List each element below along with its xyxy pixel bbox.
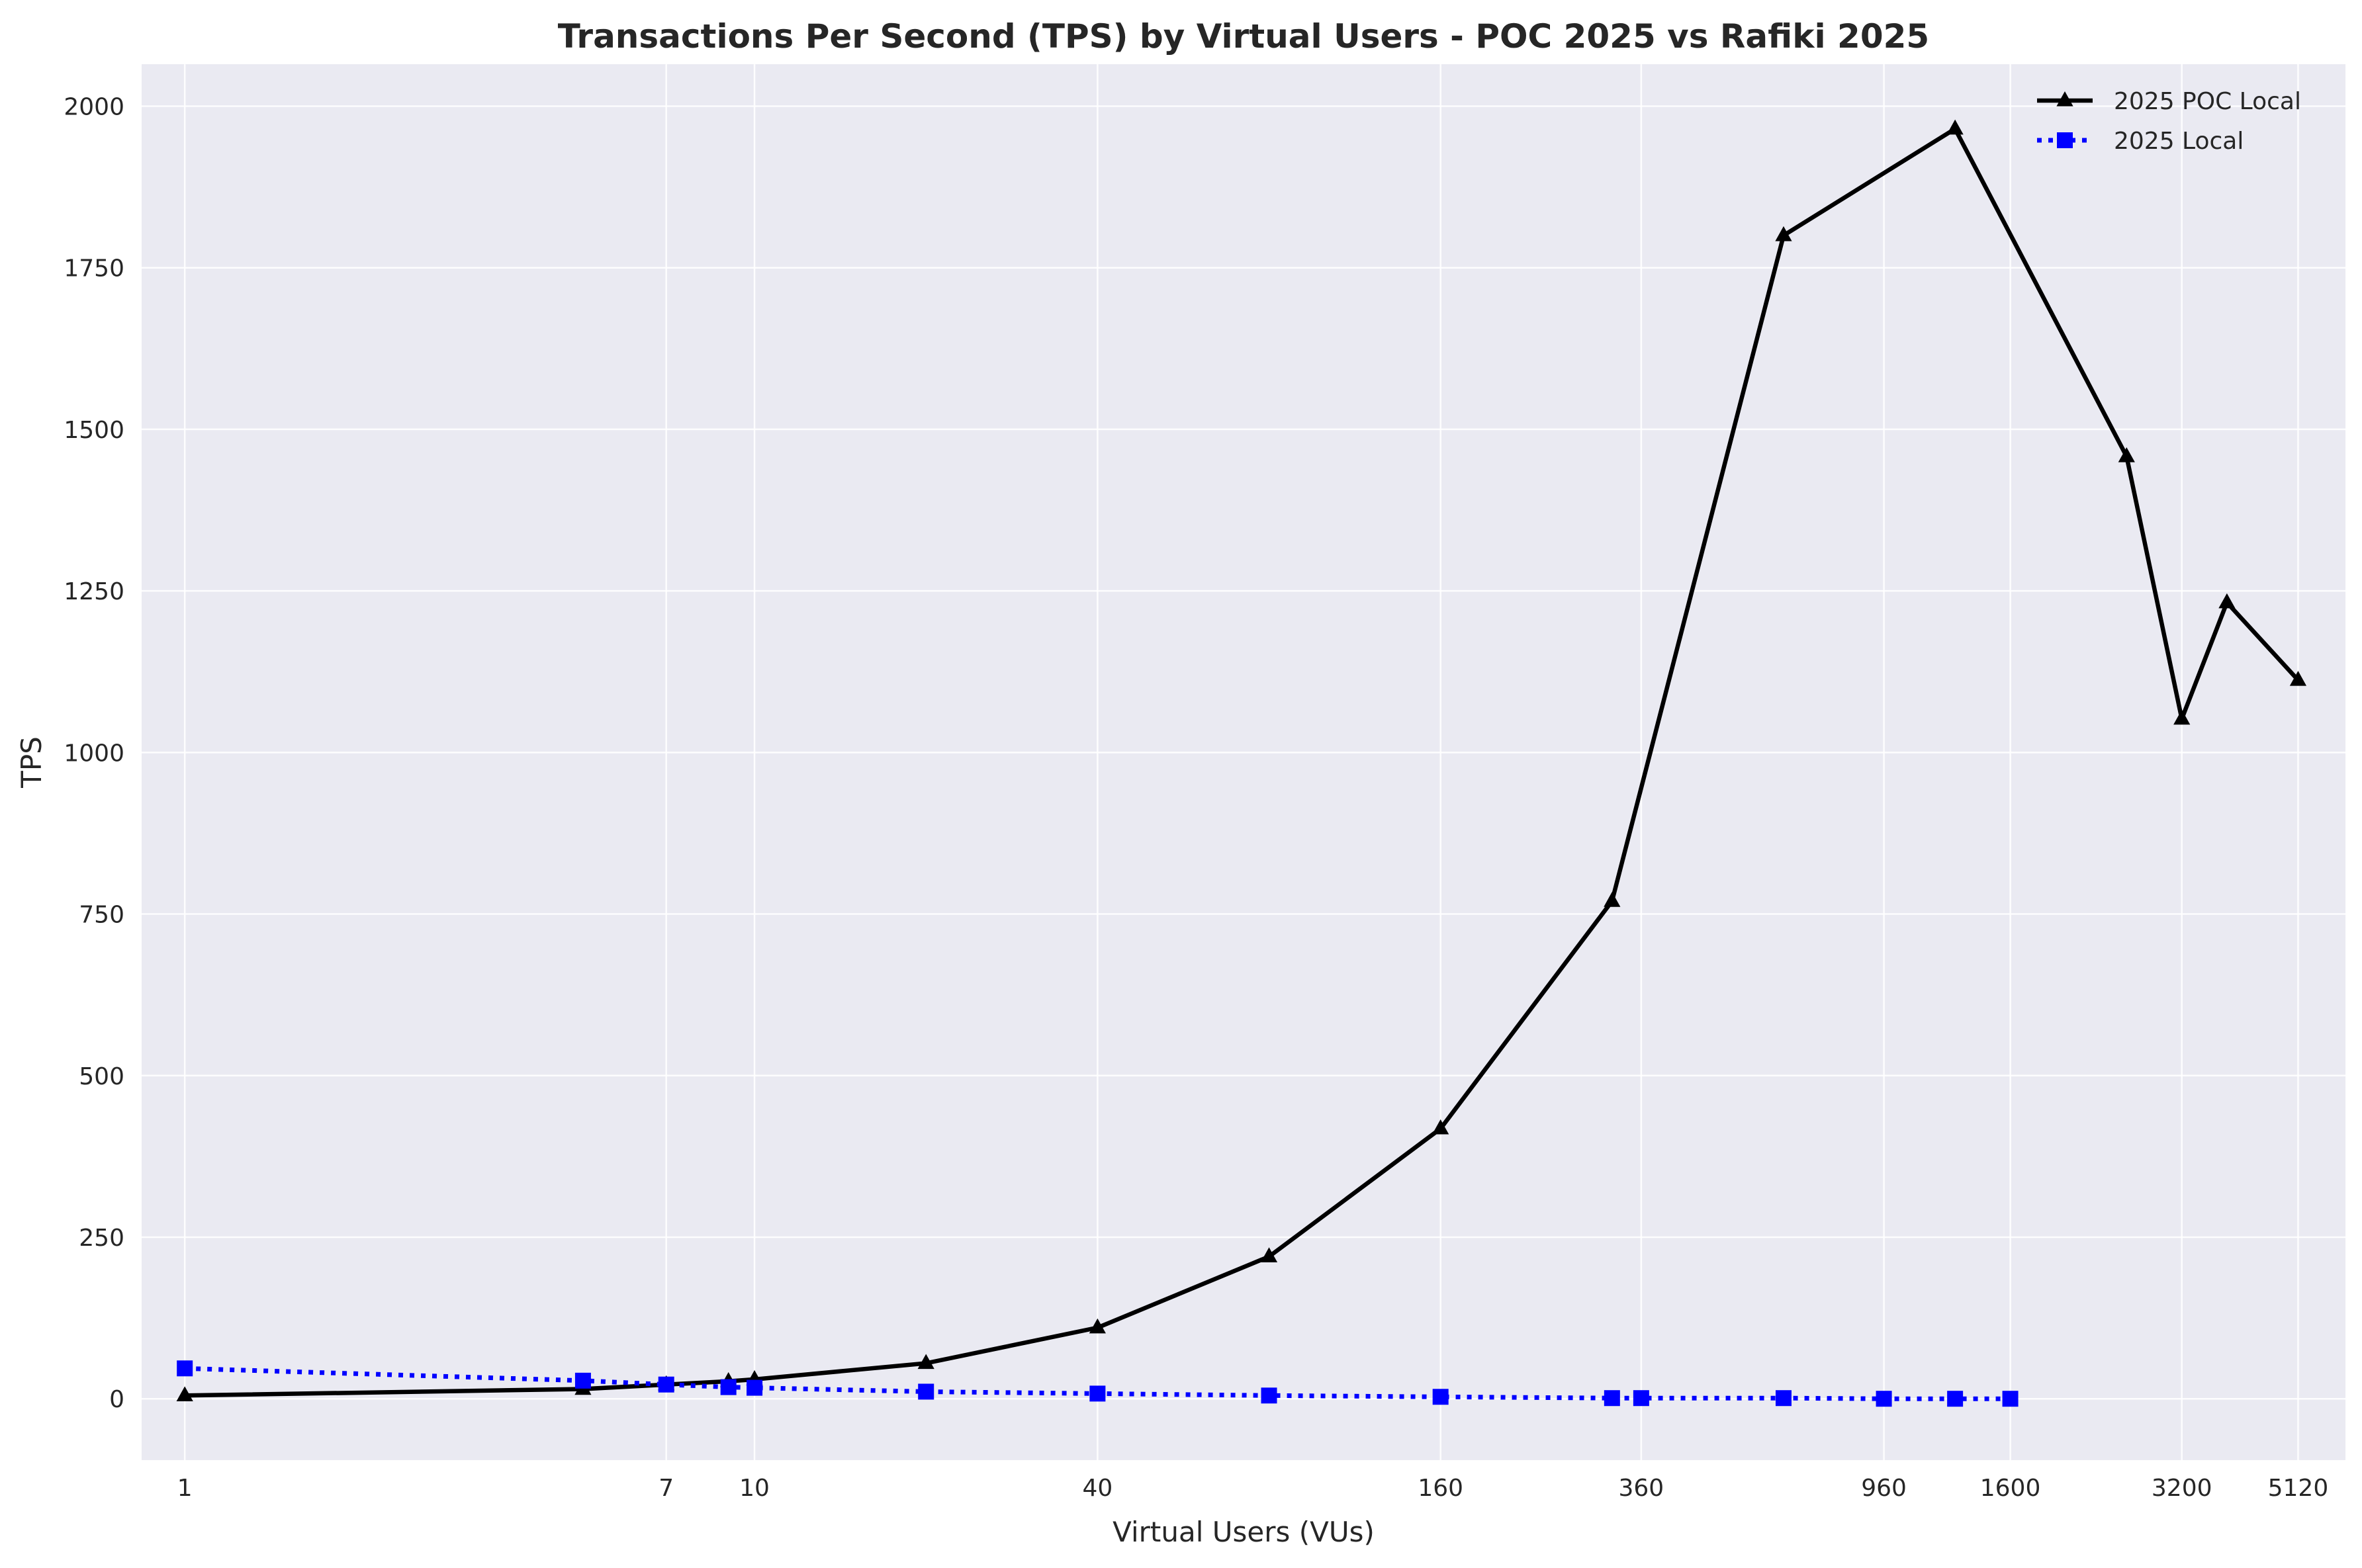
legend-label: 2025 Local [2114, 128, 2244, 155]
data-point [2118, 447, 2135, 462]
y-tick-label: 1500 [64, 417, 124, 444]
y-tick-label: 500 [79, 1063, 124, 1090]
data-point [2002, 1391, 2019, 1407]
data-point [1260, 1247, 1278, 1262]
series-local [177, 1360, 2019, 1407]
x-tick-label: 10 [739, 1475, 770, 1502]
data-point [1775, 1390, 1792, 1407]
x-tick-label: 40 [1082, 1475, 1113, 1502]
y-tick-label: 1250 [64, 578, 124, 605]
plot-area [142, 64, 2345, 1460]
data-point [2289, 670, 2307, 686]
series-poc-local [176, 119, 2307, 1401]
x-tick-label: 1600 [1980, 1475, 2041, 1502]
data-point [918, 1383, 934, 1400]
legend-label: 2025 POC Local [2114, 88, 2301, 115]
y-tick-label: 0 [109, 1386, 124, 1413]
y-axis-label: TPS [15, 736, 48, 789]
data-point [1432, 1389, 1449, 1405]
y-tick-label: 1000 [64, 740, 124, 767]
data-point [176, 1386, 193, 1401]
data-point [917, 1354, 934, 1370]
y-tick-label: 1750 [64, 255, 124, 283]
series-line [185, 126, 2300, 1398]
legend-item: 2025 POC Local [2037, 88, 2301, 115]
data-point [1089, 1318, 1106, 1334]
chart-title: Transactions Per Second (TPS) by Virtual… [558, 17, 1929, 56]
legend-item: 2025 Local [2037, 128, 2244, 155]
data-point [658, 1376, 674, 1393]
data-point [1775, 226, 1792, 241]
data-point [177, 1360, 193, 1377]
x-axis-label: Virtual Users (VUs) [1113, 1516, 1375, 1548]
x-tick-label: 3200 [2152, 1475, 2212, 1502]
legend: 2025 POC Local 2025 Local [2037, 88, 2301, 155]
data-point [1089, 1385, 1106, 1402]
data-point [747, 1379, 763, 1396]
data-point [2218, 593, 2236, 609]
data-point [1604, 1390, 1620, 1407]
y-axis-ticks: 0 250 500 750 1000 1250 1500 1750 2000 [64, 93, 124, 1413]
y-tick-label: 750 [79, 902, 124, 929]
y-tick-label: 2000 [64, 93, 124, 120]
data-point [1876, 1391, 1892, 1407]
x-tick-label: 7 [659, 1475, 674, 1502]
y-tick-label: 250 [79, 1225, 124, 1252]
series-layer [176, 119, 2307, 1407]
data-point [1432, 1119, 1449, 1135]
x-tick-label: 360 [1619, 1475, 1664, 1502]
data-point [1633, 1390, 1649, 1407]
x-tick-label: 960 [1861, 1475, 1907, 1502]
data-point [720, 1379, 737, 1395]
legend-marker [2056, 91, 2073, 107]
x-axis-ticks: 1 7 10 40 160 360 960 1600 3200 5120 [177, 1475, 2329, 1502]
data-point [1946, 119, 1964, 135]
data-point [2173, 709, 2191, 725]
x-tick-label: 160 [1418, 1475, 1463, 1502]
x-tick-label: 5120 [2268, 1475, 2329, 1502]
data-point [1947, 1391, 1964, 1407]
grid-lines [142, 64, 2345, 1460]
x-tick-label: 1 [177, 1475, 193, 1502]
data-point [1604, 892, 1621, 907]
data-point [574, 1372, 591, 1389]
legend-marker [2057, 132, 2073, 148]
data-point [1261, 1387, 1277, 1404]
